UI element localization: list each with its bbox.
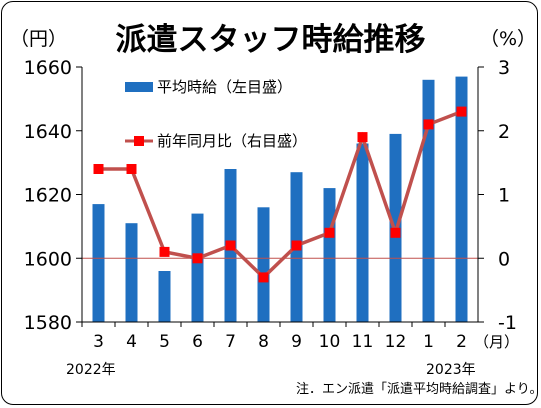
line-point (423, 119, 434, 130)
line-series (93, 106, 467, 283)
left-axis-tick-label: 1660 (24, 57, 72, 79)
x-axis-tick-label: 9 (291, 332, 302, 352)
bar (356, 143, 369, 322)
x-axis-tick-label: 11 (352, 332, 374, 352)
line-point (456, 106, 467, 117)
left-axis-tick-label: 1580 (24, 312, 72, 334)
x-axis-tick-label: 2 (456, 332, 467, 352)
x-axis-tick-label: 12 (385, 332, 407, 352)
bar (158, 271, 171, 322)
year-label-2023: 2023年 (426, 362, 476, 378)
line-point (93, 164, 104, 174)
legend-line-marker (134, 136, 144, 146)
line-point (324, 227, 335, 238)
year-label-2022: 2022年 (66, 362, 116, 378)
line-point (192, 253, 203, 264)
x-axis-tick-label: 8 (258, 332, 269, 352)
bar (191, 213, 204, 322)
x-axis-tick-label: 4 (126, 332, 137, 352)
right-axis-tick-label: -1 (498, 312, 517, 334)
right-axis-unit: （%） (480, 28, 537, 50)
bar (125, 223, 138, 322)
chart-title: 派遣スタッフ時給推移 (115, 22, 426, 58)
legend-bar-label: 平均時給（左目盛） (157, 78, 292, 96)
bar (257, 207, 270, 323)
bar (455, 76, 468, 322)
line-point (357, 132, 368, 143)
bar (323, 188, 336, 322)
footnote: 注．エン派遣「派遣平均時給調査」より。 (296, 382, 541, 397)
left-axis-tick-label: 1620 (24, 185, 72, 207)
right-axis-tick-label: 0 (498, 248, 510, 270)
x-axis-tick-label: 3 (93, 332, 104, 352)
legend: 平均時給（左目盛） 前年同月比（右目盛） (125, 78, 307, 150)
line-point (126, 164, 137, 174)
line-point (225, 240, 236, 251)
left-axis-tick-label: 1600 (24, 248, 72, 270)
x-axis-tick-label: 6 (192, 332, 203, 352)
line-point (258, 272, 269, 283)
axis-labels: （月） 2022年 2023年 (66, 333, 519, 378)
right-axis-tick-label: 3 (498, 57, 510, 79)
x-axis-tick-label: 1 (423, 332, 434, 352)
month-unit-label: （月） (474, 333, 519, 351)
left-axis-unit: （円） (10, 28, 68, 50)
legend-bar-swatch (125, 82, 153, 92)
line-path (98, 109, 463, 280)
left-axis-tick-label: 1640 (24, 121, 72, 143)
x-axis-tick-label: 5 (159, 332, 170, 352)
right-axis-tick-label: 2 (498, 121, 510, 143)
line-point (390, 227, 401, 238)
x-axis-tick-label: 7 (225, 332, 236, 352)
right-axis-tick-label: 1 (498, 185, 510, 207)
line-point (159, 246, 170, 257)
x-axis-tick-label: 10 (319, 332, 341, 352)
bar-series (92, 76, 468, 323)
line-point (291, 240, 302, 251)
legend-line-label: 前年同月比（右目盛） (157, 132, 307, 150)
bar (92, 204, 105, 322)
bar (422, 79, 435, 323)
